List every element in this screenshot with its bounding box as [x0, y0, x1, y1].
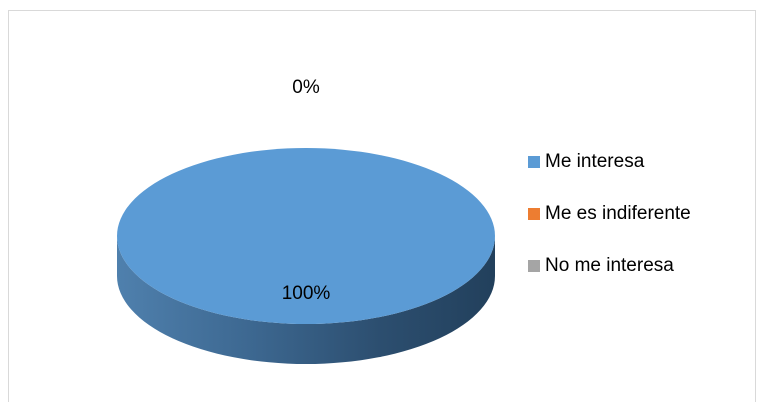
pie-slices: [117, 148, 495, 364]
legend-item-no-me-interesa: No me interesa: [528, 252, 691, 279]
legend-swatch-me-es-indiferente: [528, 207, 540, 220]
data-label-me-interesa: 100%: [282, 283, 331, 304]
pie-slice-me-interesa: [117, 148, 495, 324]
legend-swatch-me-interesa: [528, 155, 540, 168]
data-label-me-es-indiferente: 0%: [292, 77, 320, 98]
legend: Me interesa Me es indiferente No me inte…: [528, 148, 691, 304]
pie-side: [117, 236, 495, 364]
legend-swatch-no-me-interesa: [528, 259, 540, 272]
legend-label: Me es indiferente: [545, 202, 691, 224]
legend-item-me-es-indiferente: Me es indiferente: [528, 200, 691, 227]
chart-frame: [8, 10, 756, 402]
legend-label: Me interesa: [545, 150, 645, 172]
legend-item-me-interesa: Me interesa: [528, 148, 691, 175]
legend-label: No me interesa: [545, 254, 674, 276]
